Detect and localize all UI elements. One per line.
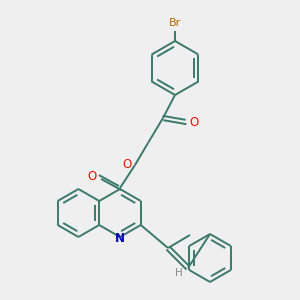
Text: O: O <box>189 116 199 128</box>
Text: O: O <box>87 170 97 184</box>
Text: Br: Br <box>169 18 181 28</box>
Text: O: O <box>122 158 132 172</box>
Text: N: N <box>115 232 125 245</box>
Text: H: H <box>175 268 183 278</box>
